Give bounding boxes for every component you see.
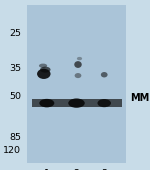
Ellipse shape xyxy=(101,72,108,78)
Text: 120: 120 xyxy=(3,146,21,155)
Text: 50: 50 xyxy=(9,92,21,101)
Ellipse shape xyxy=(68,98,85,108)
Ellipse shape xyxy=(39,99,54,107)
Text: 35: 35 xyxy=(9,64,21,73)
Ellipse shape xyxy=(37,69,51,79)
Ellipse shape xyxy=(74,61,82,68)
Text: 3: 3 xyxy=(101,169,107,170)
Text: 85: 85 xyxy=(9,133,21,142)
Text: 2: 2 xyxy=(73,169,80,170)
Ellipse shape xyxy=(75,73,81,78)
Ellipse shape xyxy=(77,57,82,60)
Text: 1: 1 xyxy=(44,169,50,170)
FancyBboxPatch shape xyxy=(32,99,122,107)
Text: 25: 25 xyxy=(9,29,21,38)
Ellipse shape xyxy=(39,64,47,68)
Ellipse shape xyxy=(40,67,51,73)
Text: MMP-16: MMP-16 xyxy=(130,93,150,103)
Ellipse shape xyxy=(98,99,111,107)
FancyBboxPatch shape xyxy=(27,5,126,163)
